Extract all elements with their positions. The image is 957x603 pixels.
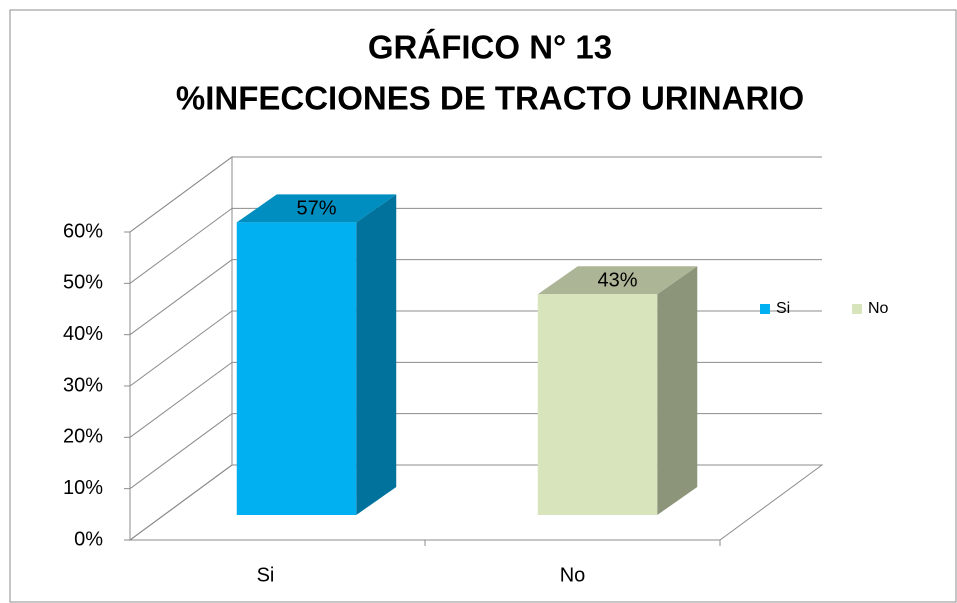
bar-top (537, 266, 698, 295)
y-tick-label: 10% (63, 477, 103, 499)
bar-side (657, 266, 698, 515)
bar (236, 194, 397, 515)
y-tick-label: 20% (63, 426, 103, 448)
y-tick-label: 60% (63, 220, 103, 242)
legend-swatch (760, 304, 770, 314)
legend-label: No (868, 300, 889, 317)
bar-top (236, 194, 397, 223)
y-tick-label: 0% (74, 528, 103, 550)
y-tick-label: 30% (63, 374, 103, 396)
grid-line (129, 156, 822, 233)
legend-swatch (852, 304, 862, 314)
bar-front (537, 294, 658, 515)
x-tick-label: Si (257, 564, 275, 586)
chart-border (9, 9, 957, 603)
data-label: 43% (597, 270, 637, 292)
legend-label: Si (776, 300, 790, 317)
data-label: 57% (296, 198, 336, 220)
grid-line (129, 207, 822, 284)
chart-title: GRÁFICO N° 13 (368, 29, 612, 66)
bar (537, 266, 698, 515)
grid-line (129, 259, 822, 336)
chart-subtitle: %INFECCIONES DE TRACTO URINARIO (176, 80, 804, 117)
bar-side (356, 194, 397, 515)
y-tick-label: 50% (63, 272, 103, 294)
y-tick-label: 40% (63, 323, 103, 345)
x-tick-label: No (560, 564, 586, 586)
bar-front (236, 222, 357, 515)
